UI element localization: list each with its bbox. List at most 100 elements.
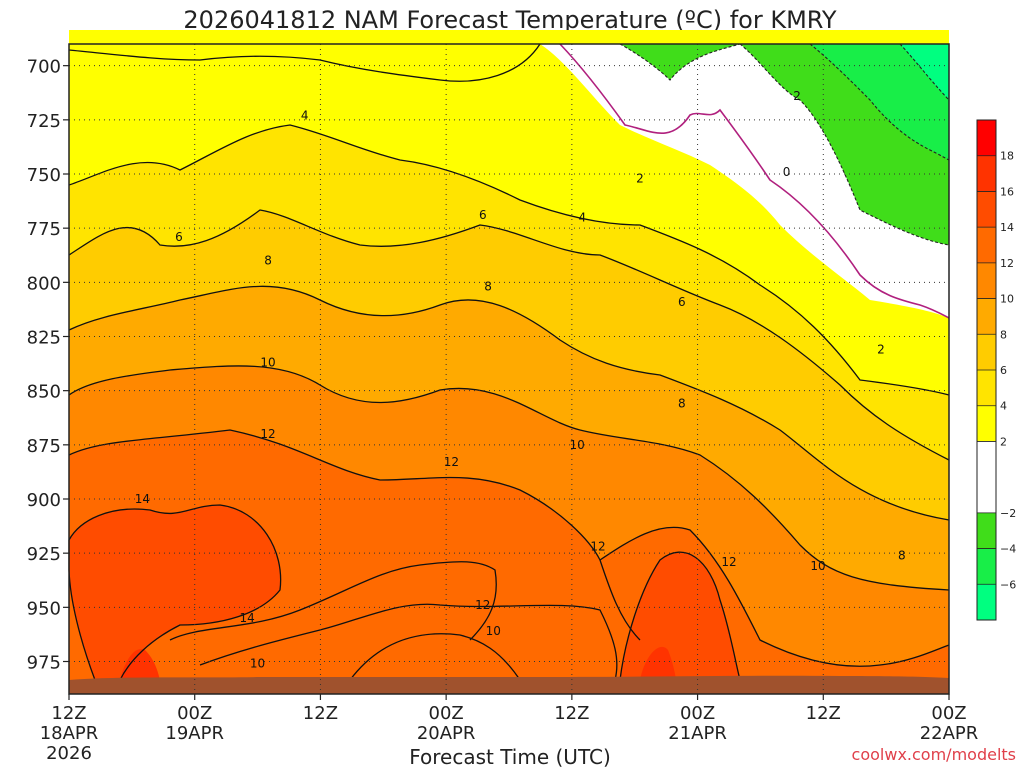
contour-label: 8 bbox=[898, 548, 906, 562]
y-tick-label: 800 bbox=[27, 273, 61, 294]
contour-label: 10 bbox=[250, 657, 265, 671]
contour-label: 8 bbox=[484, 280, 492, 294]
colorbar-tick-label: 4 bbox=[1000, 400, 1007, 413]
contour-label: 8 bbox=[678, 397, 686, 411]
x-tick-label: 00Z bbox=[429, 703, 464, 724]
terrain bbox=[69, 675, 949, 694]
contour-label: 14 bbox=[135, 492, 150, 506]
colorbar-band bbox=[977, 370, 996, 406]
colorbar-band bbox=[977, 584, 996, 620]
colorbar-band bbox=[977, 120, 996, 156]
colorbar-tick-label: 6 bbox=[1000, 364, 1007, 377]
band-neg4-neg6 bbox=[810, 44, 949, 160]
contour-label: 14 bbox=[239, 611, 254, 625]
contour-label: 8 bbox=[264, 254, 272, 268]
colorbar-tick-label: 2 bbox=[1000, 435, 1007, 448]
y-axis: 700 725 750 775 800 825 850 875 900 925 950 975 bbox=[27, 57, 69, 674]
colorbar-tick-label: −2 bbox=[1000, 507, 1016, 520]
colorbar-tick-label: 12 bbox=[1000, 257, 1014, 270]
x-tick-label: 12Z bbox=[51, 703, 86, 724]
y-tick-label: 900 bbox=[27, 490, 61, 511]
contour-label: 12 bbox=[590, 540, 605, 554]
contour-labels: 4 6 8 10 12 14 14 10 2 4 6 8 6 8 10 12 12 12 10 12 10 8 0 2 2 bbox=[135, 89, 906, 671]
contour-label: 12 bbox=[721, 555, 736, 569]
contour-8 bbox=[68, 285, 950, 521]
colorbar-band bbox=[977, 441, 996, 513]
x-tick-label: 2026 bbox=[46, 743, 92, 764]
colorbar-tick-label: −4 bbox=[1000, 543, 1016, 556]
colorbar-tick-label: 16 bbox=[1000, 185, 1014, 198]
temperature-bands bbox=[69, 30, 949, 694]
contour-label: 4 bbox=[301, 109, 309, 123]
contour-12-c bbox=[599, 559, 641, 641]
colorbar-tick-label: 14 bbox=[1000, 221, 1014, 234]
x-tick-label: 20APR bbox=[417, 723, 476, 744]
x-tick-label: 12Z bbox=[806, 703, 841, 724]
contour-label: 6 bbox=[479, 208, 487, 222]
contour-0 bbox=[559, 43, 950, 319]
credit-text: coolwx.com/modelts bbox=[852, 745, 1016, 764]
colorbar-band bbox=[977, 262, 996, 299]
y-tick-label: 950 bbox=[27, 598, 61, 619]
contour-12-b bbox=[169, 561, 521, 681]
contour-14-b bbox=[619, 551, 741, 681]
contour-label: 6 bbox=[678, 295, 686, 309]
colorbar-band bbox=[977, 405, 996, 442]
contour-6 bbox=[68, 209, 950, 461]
colorbar-band bbox=[977, 227, 996, 263]
contour-label: 12 bbox=[260, 427, 275, 441]
contour-neg2-b bbox=[739, 43, 950, 246]
colorbar-tick-label: 8 bbox=[1000, 328, 1007, 341]
x-tick-label: 18APR bbox=[40, 723, 99, 744]
colorbar-tick-label: 18 bbox=[1000, 150, 1014, 163]
contour-label: 10 bbox=[260, 356, 275, 370]
band-14-16 bbox=[69, 505, 740, 680]
contour-label: 4 bbox=[579, 210, 587, 224]
y-tick-label: 925 bbox=[27, 544, 61, 565]
contour-label: 2 bbox=[793, 89, 801, 103]
band-12-14 bbox=[69, 430, 949, 694]
contour-label: 6 bbox=[175, 230, 183, 244]
colorbar-band bbox=[977, 191, 996, 228]
y-tick-label: 850 bbox=[27, 382, 61, 403]
colorbar-band bbox=[977, 548, 996, 585]
x-tick-label: 22APR bbox=[920, 723, 979, 744]
y-tick-label: 875 bbox=[27, 436, 61, 457]
contour-label: 10 bbox=[569, 438, 584, 452]
contour-label: 10 bbox=[810, 559, 825, 573]
plot-area: 4 6 8 10 12 14 14 10 2 4 6 8 6 8 10 12 12 12 10 12 10 8 0 2 2 bbox=[68, 30, 950, 695]
plot-frame bbox=[68, 43, 950, 695]
colorbar-band bbox=[977, 512, 996, 549]
contour-10-b bbox=[199, 603, 618, 681]
neg2-contour bbox=[619, 43, 950, 246]
contour-label: 10 bbox=[486, 624, 501, 638]
y-tick-label: 750 bbox=[27, 165, 61, 186]
colorbar-band bbox=[977, 298, 996, 335]
colorbar-band bbox=[977, 334, 996, 370]
y-tick-label: 725 bbox=[27, 111, 61, 132]
contour-neg2 bbox=[619, 43, 741, 81]
colorbar-tick-label: 10 bbox=[1000, 293, 1014, 306]
contour-label: 2 bbox=[877, 343, 885, 357]
y-tick-label: 700 bbox=[27, 57, 61, 78]
grid-vertical bbox=[194, 44, 824, 694]
contour-neg4 bbox=[809, 43, 950, 161]
contour-10 bbox=[68, 365, 950, 591]
contour-neg6 bbox=[899, 43, 950, 101]
contour-label: 12 bbox=[444, 455, 459, 469]
y-tick-label: 975 bbox=[27, 653, 61, 674]
x-tick-label: 12Z bbox=[554, 703, 589, 724]
contour-12 bbox=[68, 429, 950, 667]
x-tick-label: 19APR bbox=[165, 723, 224, 744]
grid-horizontal bbox=[69, 65, 949, 662]
y-tick-label: 825 bbox=[27, 328, 61, 349]
contour-label: 12 bbox=[475, 598, 490, 612]
x-tick-label: 00Z bbox=[931, 703, 966, 724]
x-axis-label: Forecast Time (UTC) bbox=[409, 745, 611, 768]
x-tick-label: 21APR bbox=[668, 723, 727, 744]
contour-label: 0 bbox=[783, 165, 791, 179]
zero-contour bbox=[559, 43, 950, 319]
chart-title: 2026041812 NAM Forecast Temperature (ºC)… bbox=[183, 6, 837, 34]
